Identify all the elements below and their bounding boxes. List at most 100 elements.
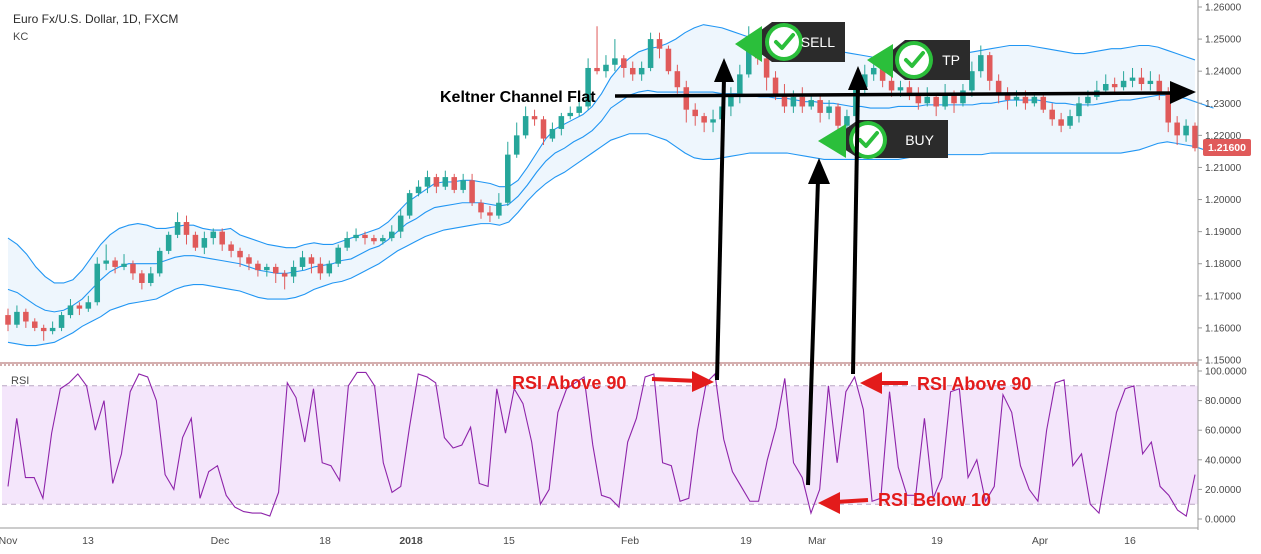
candle-body — [272, 266, 279, 274]
candle — [933, 93, 939, 117]
candle-body — [58, 315, 65, 328]
candle-body — [49, 327, 56, 332]
candle-body — [1022, 96, 1029, 104]
candle — [1129, 67, 1136, 88]
candle — [308, 254, 315, 274]
candle-body — [344, 238, 350, 248]
candle — [817, 93, 823, 123]
candle — [978, 45, 984, 78]
candle — [1192, 122, 1198, 152]
candle-body — [978, 55, 984, 72]
rsi-tick-label: 60.0000 — [1205, 426, 1242, 437]
arrow-up-icon — [848, 66, 868, 90]
current-price-label: 1.21600 — [1208, 142, 1246, 154]
candle-body — [308, 257, 315, 264]
candle — [540, 116, 547, 145]
candle — [121, 254, 127, 271]
indicator-label: KC — [13, 31, 28, 43]
candle-body — [183, 222, 190, 235]
candle — [638, 61, 645, 81]
price-tick-label: 1.16000 — [1205, 323, 1242, 334]
candle — [487, 205, 493, 223]
chart-title: Euro Fx/U.S. Dollar, 1D, FXCM — [13, 12, 178, 26]
candle-body — [281, 273, 288, 277]
candle — [799, 87, 806, 113]
date-tick-label: 2018 — [399, 535, 423, 547]
candle — [496, 193, 502, 219]
candle — [49, 321, 56, 335]
candle — [674, 64, 681, 94]
candle — [67, 299, 74, 319]
candle-body — [906, 87, 913, 94]
candle-body — [594, 67, 600, 72]
date-tick-label: Apr — [1032, 535, 1049, 547]
candle — [656, 32, 663, 59]
candle — [130, 260, 136, 280]
candle-body — [995, 80, 1002, 94]
candle-body — [32, 321, 38, 328]
candle-body — [629, 67, 636, 75]
date-tick-label: 13 — [82, 535, 94, 547]
price-tick-label: 1.18000 — [1205, 259, 1242, 270]
price-tick-label: 1.20000 — [1205, 195, 1242, 206]
candle — [219, 228, 225, 251]
candle-body — [460, 180, 466, 190]
price-tick-label: 1.23000 — [1205, 99, 1242, 110]
buy-label: BUY — [905, 132, 934, 148]
candle-body — [621, 58, 627, 68]
price-tick-label: 1.25000 — [1205, 35, 1242, 46]
candle-body — [237, 250, 243, 258]
candle — [326, 260, 333, 277]
candle-body — [728, 93, 734, 107]
price-tick-label: 1.24000 — [1205, 67, 1242, 78]
candle — [353, 228, 359, 242]
candle — [255, 260, 261, 277]
candle — [362, 231, 368, 245]
candle — [32, 318, 38, 332]
candle — [576, 93, 582, 117]
candle-body — [808, 100, 814, 107]
candle — [165, 231, 172, 255]
date-tick-label: 19 — [740, 535, 752, 547]
candle — [478, 199, 484, 219]
candle-body — [1067, 116, 1073, 126]
candle-body — [1049, 109, 1055, 120]
candle-body — [246, 257, 252, 264]
candle — [549, 122, 556, 142]
candle-body — [763, 58, 770, 78]
sell-vertical-arrow — [714, 58, 734, 381]
candle — [1040, 93, 1047, 113]
candle-body — [14, 311, 20, 325]
candle-body — [549, 128, 556, 139]
candle-body — [888, 80, 895, 91]
candle-body — [40, 327, 47, 332]
candle-body — [264, 266, 270, 271]
candle — [442, 170, 449, 190]
candle — [1138, 67, 1145, 91]
candle — [558, 112, 565, 136]
arrow-up-icon — [808, 158, 830, 184]
candle-body — [745, 35, 752, 75]
rsi-above-label-1: RSI Above 90 — [512, 373, 626, 393]
candle — [585, 58, 591, 110]
candle-body — [219, 231, 225, 245]
candle-body — [879, 67, 886, 81]
candle — [397, 209, 404, 239]
candle — [76, 302, 83, 316]
candle — [763, 51, 770, 91]
candle-body — [1031, 96, 1038, 104]
candle — [1183, 119, 1189, 142]
tp-vertical-arrow — [848, 66, 868, 375]
candle-body — [174, 222, 181, 235]
candle-body — [424, 177, 431, 187]
candle-body — [397, 215, 404, 232]
candle-body — [478, 202, 484, 213]
candle-body — [1085, 96, 1091, 104]
candle — [665, 45, 672, 75]
candle-body — [353, 234, 359, 239]
candle — [58, 311, 65, 332]
arrow-right-icon — [692, 371, 714, 392]
check-icon — [774, 33, 795, 50]
candle — [701, 112, 707, 133]
candle-body — [496, 202, 502, 216]
